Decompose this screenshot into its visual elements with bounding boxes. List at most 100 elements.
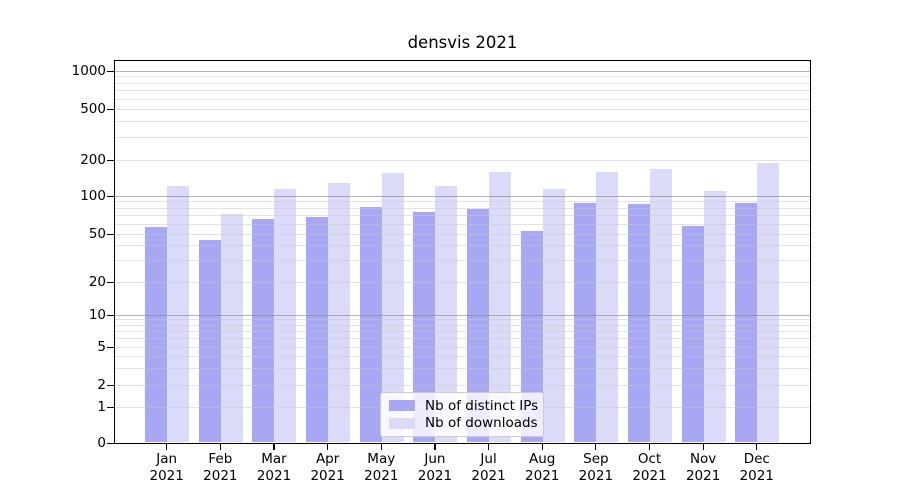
legend-label-downloads: Nb of downloads <box>425 415 538 432</box>
y-tick-1 <box>107 406 114 408</box>
gridline-y-1000 <box>114 70 810 72</box>
x-tick-label-apr: Apr 2021 <box>296 451 360 485</box>
x-tick-year: 2021 <box>417 468 453 484</box>
gridline-y-400 <box>114 120 810 122</box>
gridline-y-500 <box>114 108 810 110</box>
y-tick-label-10: 10 <box>88 307 106 323</box>
x-tick-year: 2021 <box>578 468 614 484</box>
legend-label-distinct-ips: Nb of distinct IPs <box>425 397 539 414</box>
x-tick-label-jan: Jan 2021 <box>135 451 199 485</box>
x-tick-aug <box>541 443 543 450</box>
y-tick-label-1: 1 <box>97 399 106 415</box>
x-tick-may <box>380 443 382 450</box>
gridline-y-900 <box>114 76 810 78</box>
x-tick-sep <box>595 443 597 450</box>
x-tick-year: 2021 <box>739 468 774 484</box>
x-tick-label-nov: Nov 2021 <box>671 451 735 485</box>
x-tick-month: May <box>367 451 396 467</box>
x-tick-month: Apr <box>315 451 340 467</box>
gridline-y-2 <box>114 384 810 386</box>
x-tick-label-dec: Dec 2021 <box>725 451 789 485</box>
x-tick-month: Oct <box>637 451 662 467</box>
gridline-y-10 <box>114 314 810 316</box>
legend-swatch-downloads <box>389 417 415 429</box>
bar-distinct-ips-aug <box>520 231 543 443</box>
x-tick-month: Jul <box>480 451 497 467</box>
gridline-y-300 <box>114 136 810 138</box>
y-tick-label-2: 2 <box>97 377 106 393</box>
x-tick-label-feb: Feb 2021 <box>188 451 252 485</box>
x-tick-month: Jan <box>156 451 178 467</box>
gridline-y-8 <box>114 324 810 326</box>
y-tick-20 <box>107 281 114 283</box>
y-tick-500 <box>107 108 114 110</box>
x-tick-year: 2021 <box>203 468 238 484</box>
x-tick-month: Jun <box>424 451 446 467</box>
x-tick-year: 2021 <box>149 468 184 484</box>
y-tick-100 <box>107 195 114 197</box>
gridline-y-9 <box>114 319 810 321</box>
x-tick-oct <box>648 443 651 450</box>
legend: Nb of distinct IPs Nb of downloads <box>380 392 544 437</box>
x-tick-jul <box>487 443 490 450</box>
x-tick-month: Sep <box>583 451 609 467</box>
legend-swatch-distinct-ips <box>389 400 415 412</box>
bar-downloads-oct <box>650 168 672 443</box>
y-tick-label-500: 500 <box>80 101 106 117</box>
x-tick-mar <box>273 443 275 450</box>
bar-distinct-ips-sep <box>574 203 597 443</box>
x-tick-month: Dec <box>743 451 770 467</box>
x-tick-year: 2021 <box>310 468 345 484</box>
y-tick-1000 <box>107 70 114 72</box>
x-tick-label-oct: Oct 2021 <box>618 451 682 485</box>
y-tick-200 <box>107 159 114 161</box>
x-tick-year: 2021 <box>256 468 292 484</box>
gridline-y-50 <box>114 233 810 235</box>
y-tick-label-50: 50 <box>88 226 106 242</box>
bar-downloads-sep <box>596 171 619 443</box>
y-tick-label-5: 5 <box>97 339 106 355</box>
x-tick-month: Nov <box>689 451 717 467</box>
bar-distinct-ips-jul <box>467 209 490 443</box>
bars-layer <box>115 61 810 443</box>
gridline-y-6 <box>114 338 810 340</box>
bar-downloads-dec <box>757 162 780 443</box>
y-tick-2 <box>107 384 114 386</box>
gridline-y-20 <box>114 281 810 283</box>
gridline-y-3 <box>114 367 810 369</box>
y-tick-0 <box>107 442 114 444</box>
bar-downloads-jan <box>167 186 190 443</box>
bar-downloads-mar <box>274 188 297 443</box>
x-tick-label-aug: Aug 2021 <box>510 451 574 485</box>
bar-downloads-jul <box>489 171 512 443</box>
gridline-y-30 <box>114 260 810 262</box>
y-tick-label-20: 20 <box>88 274 106 290</box>
legend-item-distinct-ips: Nb of distinct IPs <box>389 397 539 415</box>
y-tick-label-1000: 1000 <box>71 63 106 79</box>
x-tick-apr <box>327 443 329 450</box>
bar-downloads-nov <box>703 191 726 443</box>
gridline-y-200 <box>114 159 810 161</box>
x-tick-label-sep: Sep 2021 <box>564 451 628 485</box>
x-tick-year: 2021 <box>364 468 399 484</box>
y-tick-label-0: 0 <box>97 435 106 451</box>
gridline-y-80 <box>114 207 810 209</box>
bar-distinct-ips-jan <box>145 227 168 443</box>
gridline-y-700 <box>114 90 810 92</box>
gridline-y-100 <box>114 195 810 197</box>
grid-layer <box>114 61 810 443</box>
gridline-y-4 <box>114 355 810 357</box>
y-tick-label-100: 100 <box>80 188 106 204</box>
plot-area <box>113 59 811 444</box>
x-tick-label-mar: Mar 2021 <box>242 451 306 485</box>
gridline-y-90 <box>114 201 810 203</box>
x-tick-dec <box>756 443 758 450</box>
bar-distinct-ips-mar <box>252 219 275 443</box>
gridline-y-7 <box>114 330 810 332</box>
bar-distinct-ips-may <box>359 207 382 443</box>
chart-title: densvis 2021 <box>407 33 518 52</box>
y-tick-5 <box>107 346 114 348</box>
gridline-y-600 <box>114 98 810 100</box>
legend-item-downloads: Nb of downloads <box>389 415 538 433</box>
